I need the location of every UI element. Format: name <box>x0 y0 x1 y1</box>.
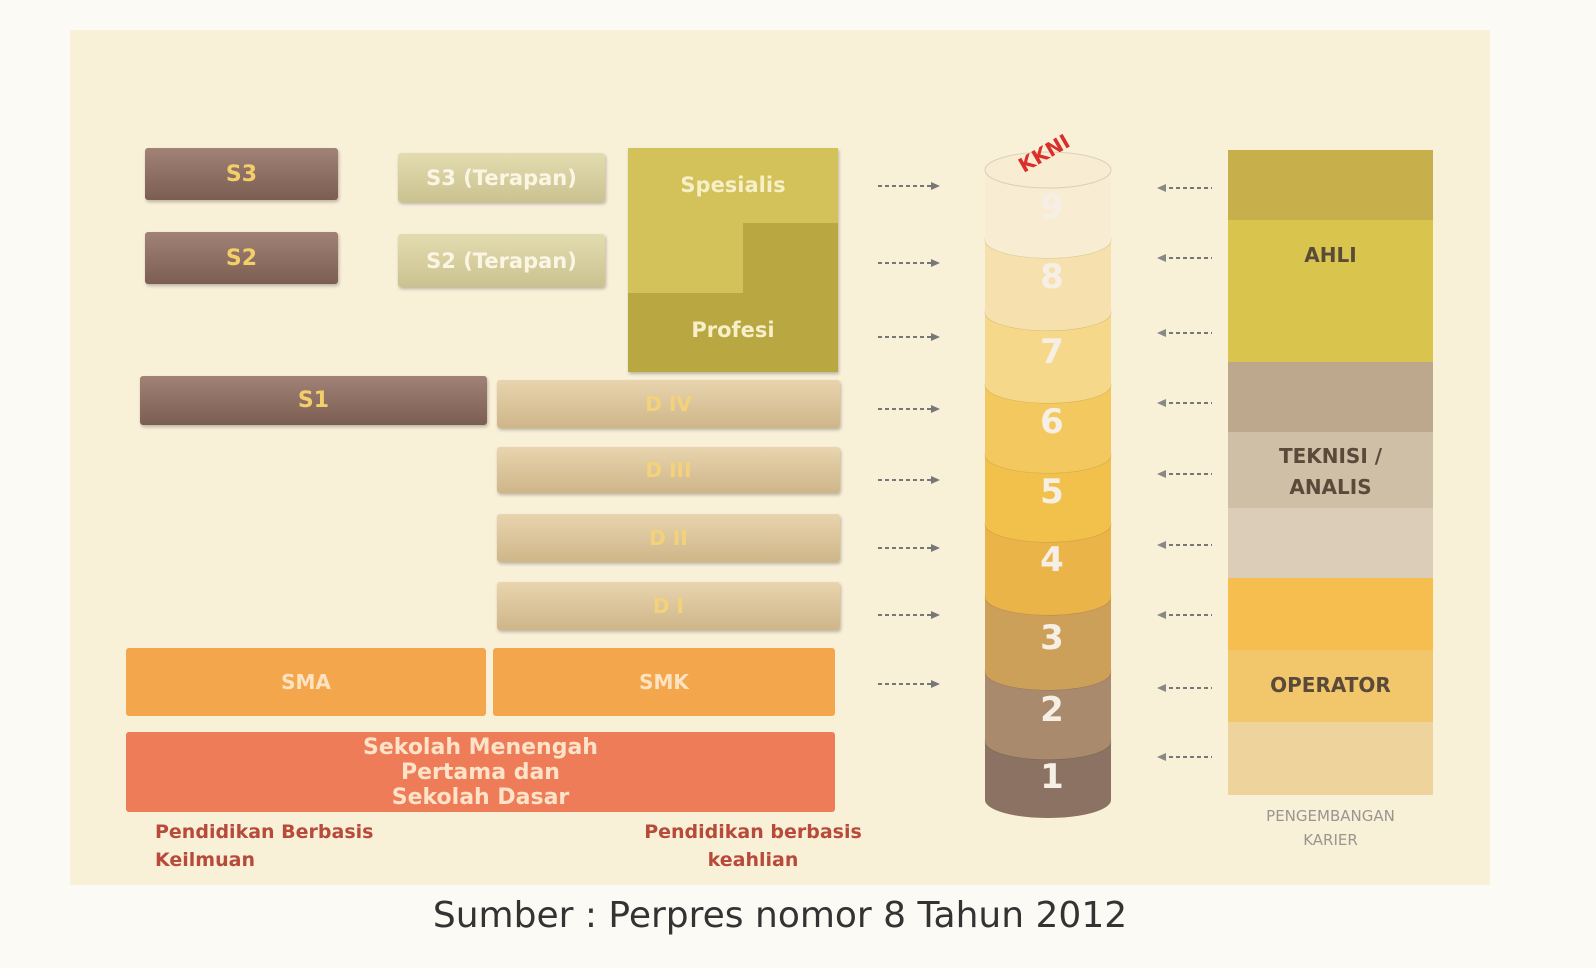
arrow-head <box>1157 753 1166 761</box>
arrow-head <box>931 333 940 341</box>
page: {"education": {"academic": ["S3", "S2", … <box>0 0 1596 968</box>
arrow-head <box>931 182 940 190</box>
arrow-head <box>931 259 940 267</box>
arrow-head <box>931 611 940 619</box>
level-number: 8 <box>1040 257 1064 297</box>
arrow-head <box>1157 684 1166 692</box>
level-number: 7 <box>1040 332 1064 372</box>
level-number: 4 <box>1040 540 1064 580</box>
arrow-head <box>931 405 940 413</box>
arrow-head <box>1157 254 1166 262</box>
level-number: 1 <box>1040 757 1064 797</box>
level-number: 6 <box>1040 402 1064 442</box>
arrow-head <box>1157 329 1166 337</box>
arrow-head <box>1157 541 1166 549</box>
arrow-head <box>1157 611 1166 619</box>
kkni-graphic: 123456789KKNI <box>0 0 1596 968</box>
arrow-head <box>931 680 940 688</box>
level-number: 3 <box>1040 618 1064 658</box>
arrow-head <box>1157 470 1166 478</box>
arrow-head <box>931 476 940 484</box>
arrow-head <box>1157 184 1166 192</box>
level-number: 2 <box>1040 690 1064 730</box>
arrow-head <box>1157 399 1166 407</box>
arrow-head <box>931 544 940 552</box>
level-number: 9 <box>1040 187 1064 227</box>
level-number: 5 <box>1040 472 1064 512</box>
